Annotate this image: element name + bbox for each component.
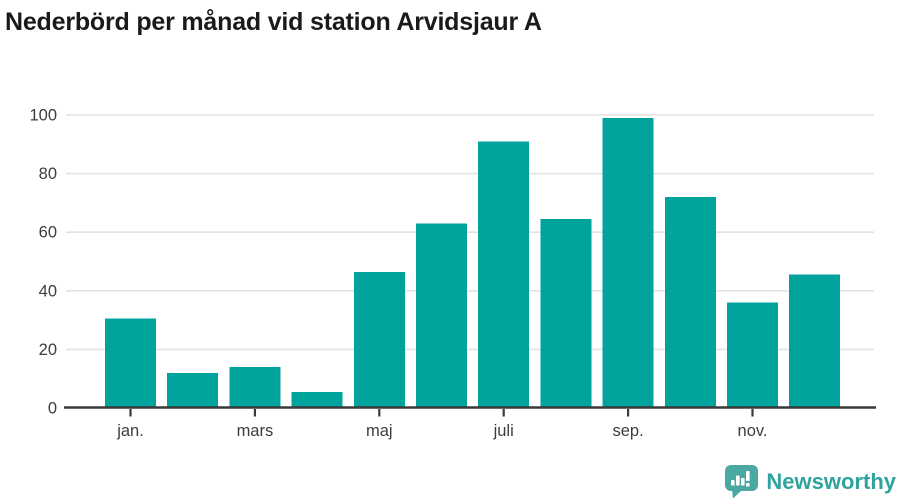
bar <box>727 302 778 408</box>
bar <box>664 197 716 408</box>
bar <box>540 219 592 408</box>
y-tick-label: 40 <box>39 282 57 300</box>
bar <box>789 274 841 408</box>
page-title: Nederbörd per månad vid station Arvidsja… <box>5 8 542 36</box>
bar-chart-speech-bubble-icon <box>725 465 759 499</box>
y-tick-label: 100 <box>29 107 57 125</box>
bar <box>416 223 467 408</box>
bar <box>291 391 343 408</box>
bar <box>602 117 654 409</box>
newsworthy-logo-text: Newsworthy <box>766 469 896 494</box>
x-tick-label: juli <box>493 422 514 440</box>
x-tick-label: mars <box>237 422 274 440</box>
x-tick-label: jan. <box>116 422 144 440</box>
y-tick-label: 80 <box>39 165 57 183</box>
y-tick-label: 20 <box>39 341 57 359</box>
bar <box>478 141 530 408</box>
bar <box>105 318 156 408</box>
x-tick-label: maj <box>366 422 393 440</box>
bar <box>229 366 281 408</box>
y-tick-label: 60 <box>39 224 57 242</box>
x-tick-label: nov. <box>738 422 768 440</box>
bar <box>353 271 405 408</box>
bar <box>167 372 219 408</box>
newsworthy-logo: Newsworthy <box>723 463 896 500</box>
y-tick-label: 0 <box>48 400 57 418</box>
x-tick-label: sep. <box>613 422 644 440</box>
